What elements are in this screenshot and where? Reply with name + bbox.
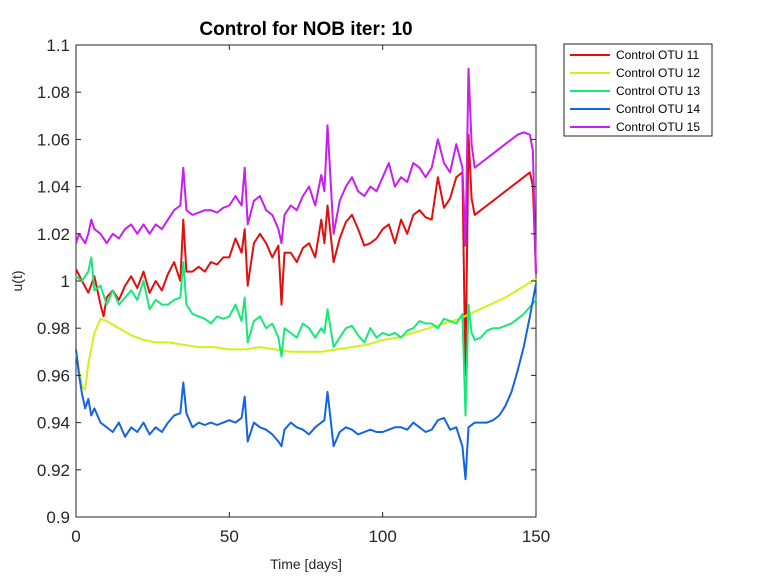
y-tick-label: 1.04	[37, 178, 70, 197]
legend-label: Control OTU 13	[616, 84, 700, 98]
y-tick-label: 1.1	[46, 36, 70, 55]
legend-label: Control OTU 14	[616, 102, 700, 116]
axis-ticks: 0 50 100 150 0.9 0.92 0.94 0.96 0.98 1 1.02 1.04 1.0…	[37, 36, 550, 546]
y-axis-label: u(t)	[9, 271, 25, 292]
x-tick-label: 0	[71, 527, 80, 546]
legend: Control OTU 11 Control OTU 12 Control OTU …	[563, 43, 713, 137]
series-line-5	[75, 67, 537, 274]
series-layer	[75, 67, 537, 481]
series-line-4	[75, 283, 537, 481]
y-tick-label: 0.98	[37, 319, 70, 338]
series-line-2	[75, 277, 537, 391]
y-tick-label: 0.96	[37, 366, 70, 385]
x-tick-label: 50	[220, 527, 239, 546]
y-tick-label: 1.02	[37, 225, 70, 244]
y-tick-label: 1.08	[37, 83, 70, 102]
chart-title: Control for NOB iter: 10	[199, 19, 412, 40]
x-axis-label: Time [days]	[270, 556, 342, 572]
x-tick-label: 100	[368, 527, 396, 546]
y-tick-label: 0.9	[46, 508, 70, 527]
legend-label: Control OTU 12	[616, 66, 700, 80]
y-tick-label: 0.94	[37, 414, 70, 433]
y-tick-label: 1	[61, 272, 70, 291]
series-line-3	[75, 256, 537, 417]
series-line-1	[75, 133, 537, 377]
x-tick-label: 150	[522, 527, 550, 546]
legend-label: Control OTU 11	[616, 48, 699, 62]
legend-label: Control OTU 15	[616, 120, 700, 134]
y-tick-label: 0.92	[37, 461, 70, 480]
y-tick-label: 1.06	[37, 130, 70, 149]
